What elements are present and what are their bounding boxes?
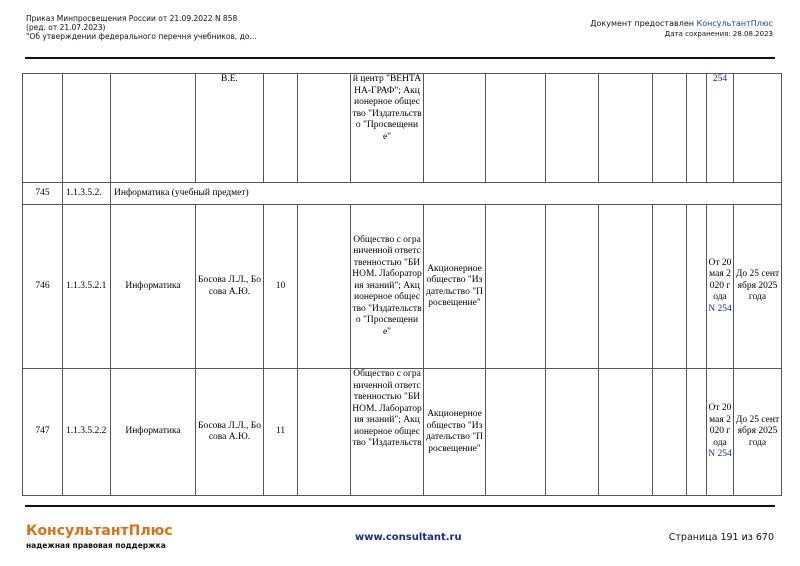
save-date: Дата сохранения: 28.08.2023	[664, 30, 773, 38]
order-link[interactable]: 254	[706, 73, 734, 183]
authors-cell: Босова Л.Л., Босова А.Ю.	[195, 204, 264, 369]
website-link[interactable]: www.consultant.ru	[355, 532, 462, 543]
textbook-name: Информатика	[110, 368, 196, 496]
row-number: 747	[22, 368, 63, 496]
legal-holder-cell: Акционерное общество "Издательство "Прос…	[423, 368, 486, 496]
header-line: Приказ Минпросвещения России от 21.09.20…	[26, 14, 238, 23]
authors-cell: В.Е.	[195, 73, 264, 183]
brand-logo: КонсультантПлюс	[26, 523, 173, 539]
legal-holder-cell: Акционерное общество "Издательство "Прос…	[423, 204, 486, 369]
valid-until-cell: До 25 сентября 2025 года	[733, 368, 782, 496]
brand-tagline: надежная правовая поддержка	[26, 541, 166, 550]
valid-until-cell: До 25 сентября 2025 года	[733, 204, 782, 369]
provided-label: Документ предоставлен	[590, 19, 697, 28]
publisher-cell: Общество с ограниченной ответственностью…	[350, 204, 424, 369]
order-cell: От 20 мая 2020 года N 254	[706, 204, 734, 369]
header-line: (ред. от 21.07.2023)	[26, 23, 106, 32]
row-number: 745	[22, 182, 63, 205]
footer-divider	[25, 505, 775, 507]
section-row: 745 1.1.3.5.2. Информатика (учебный пред…	[22, 182, 782, 205]
table-row: 746 1.1.3.5.2.1 Информатика Босова Л.Л.,…	[22, 204, 782, 369]
grade-cell: 10	[263, 204, 298, 369]
table-row: 747 1.1.3.5.2.2 Информатика Босова Л.Л.,…	[22, 368, 782, 496]
order-date: От 20 мая 2020 года	[708, 403, 732, 448]
order-cell: От 20 мая 2020 года N 254	[706, 368, 734, 496]
document-reference: Приказ Минпросвещения России от 21.09.20…	[26, 14, 257, 41]
header-line: "Об утверждении федерального перечня уче…	[26, 32, 257, 41]
publisher-cell: й центр "ВЕНТАНА-ГРАФ"; Акционерное обще…	[350, 73, 424, 183]
textbook-table: В.Е. й центр "ВЕНТАНА-ГРАФ"; Акционерное…	[22, 73, 782, 496]
header-divider	[25, 57, 775, 59]
page-number: Страница 191 из 670	[668, 532, 774, 543]
row-code: 1.1.3.5.2.	[62, 182, 111, 205]
provided-by: Документ предоставлен КонсультантПлюс Да…	[590, 19, 773, 39]
grade-cell: 11	[263, 368, 298, 496]
order-link[interactable]: N 254	[708, 449, 732, 460]
order-link[interactable]: N 254	[708, 303, 732, 314]
publisher-cell: Общество с ограниченной ответственностью…	[350, 368, 424, 496]
table-row: В.Е. й центр "ВЕНТАНА-ГРАФ"; Акционерное…	[22, 73, 782, 183]
row-code: 1.1.3.5.2.2	[62, 368, 111, 496]
textbook-name: Информатика	[110, 204, 196, 369]
section-title: Информатика (учебный предмет)	[110, 182, 782, 205]
row-code: 1.1.3.5.2.1	[62, 204, 111, 369]
order-date: От 20 мая 2020 года	[708, 257, 732, 303]
brand-link[interactable]: КонсультантПлюс	[696, 19, 773, 28]
authors-cell: Босова Л.Л., Босова А.Ю.	[195, 368, 264, 496]
row-number: 746	[22, 204, 63, 369]
